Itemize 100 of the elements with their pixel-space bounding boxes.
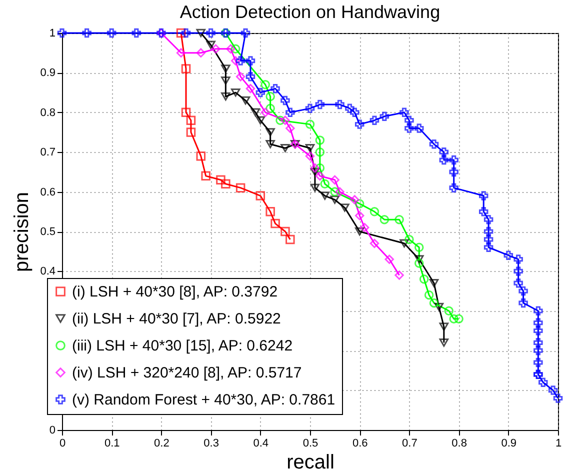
point — [553, 394, 563, 403]
point — [380, 214, 390, 224]
y-tick-label: 0.5 — [40, 226, 56, 238]
point — [354, 227, 364, 236]
x-tick-label: 1 — [555, 438, 562, 450]
point — [305, 144, 315, 152]
point — [230, 88, 240, 97]
point — [429, 140, 439, 149]
point — [484, 226, 494, 236]
point — [280, 226, 290, 236]
point — [186, 128, 196, 137]
point — [236, 72, 246, 82]
point — [246, 84, 256, 94]
point — [424, 290, 434, 300]
point — [186, 116, 196, 125]
legend-label: (v) Random Forest + 40*30, AP: 0.7861 — [72, 392, 336, 408]
point — [478, 207, 488, 216]
point — [176, 48, 186, 58]
point — [534, 338, 543, 348]
point — [82, 28, 92, 38]
point — [315, 171, 325, 181]
point — [246, 56, 256, 66]
point — [315, 136, 325, 145]
legend-label: (i) LSH + 40*30 [8], AP: 0.3792 — [72, 284, 278, 300]
point — [504, 250, 514, 260]
point — [350, 108, 360, 118]
point — [330, 187, 340, 196]
point — [434, 302, 444, 312]
point — [439, 155, 449, 165]
y-tick-label: 0.9 — [40, 67, 56, 80]
point — [132, 28, 142, 38]
y-tick-label: 0.4 — [40, 266, 56, 278]
point — [270, 218, 280, 228]
point — [400, 239, 409, 248]
point — [370, 238, 380, 248]
point — [340, 204, 350, 212]
point — [221, 92, 230, 101]
point — [280, 144, 290, 152]
y-tick-label: 0.7 — [40, 146, 56, 159]
point — [350, 195, 360, 204]
x-tick-label: 0.7 — [402, 438, 418, 450]
point — [196, 48, 206, 58]
point — [176, 28, 186, 38]
point — [478, 191, 488, 200]
point — [196, 151, 206, 161]
point — [484, 234, 494, 244]
point — [266, 104, 275, 114]
point — [280, 96, 290, 106]
point — [236, 183, 246, 192]
point — [429, 279, 439, 288]
y-tick-label: 0.8 — [40, 106, 56, 119]
x-tick-label: 0.3 — [204, 438, 219, 450]
point — [439, 322, 449, 331]
point — [201, 171, 210, 181]
point — [414, 242, 424, 252]
point — [454, 314, 464, 324]
point — [534, 346, 543, 356]
point — [518, 286, 528, 296]
point — [266, 128, 275, 136]
point — [276, 116, 285, 125]
point — [211, 44, 220, 54]
point — [534, 318, 543, 328]
point — [419, 274, 429, 284]
point — [394, 214, 404, 224]
point — [221, 64, 230, 73]
point — [370, 116, 380, 125]
point — [429, 298, 439, 308]
point — [538, 378, 548, 387]
point — [400, 108, 409, 118]
point — [360, 222, 370, 232]
point — [206, 28, 216, 38]
point — [354, 210, 364, 220]
point — [315, 100, 325, 110]
point — [310, 163, 320, 173]
point — [181, 28, 191, 38]
x-tick-label: 0.5 — [302, 438, 318, 450]
point — [484, 242, 494, 252]
point — [246, 72, 256, 82]
point — [335, 100, 344, 110]
point — [221, 179, 230, 188]
point — [449, 155, 458, 165]
point — [320, 192, 330, 200]
point — [230, 44, 240, 54]
point — [256, 88, 266, 98]
point — [315, 147, 325, 157]
point — [548, 386, 558, 395]
point — [414, 124, 424, 133]
legend-label: (iii) LSH + 40*30 [15], AP: 0.6242 — [72, 338, 293, 354]
chart-title: Action Detection on Handwaving — [180, 2, 440, 22]
point — [514, 254, 523, 264]
point — [514, 266, 523, 276]
point — [534, 326, 543, 336]
point — [270, 84, 280, 94]
point — [354, 199, 364, 208]
point — [266, 207, 275, 216]
point — [216, 175, 226, 185]
point — [439, 338, 449, 347]
point — [226, 44, 236, 54]
point — [305, 104, 315, 114]
point — [370, 207, 380, 216]
